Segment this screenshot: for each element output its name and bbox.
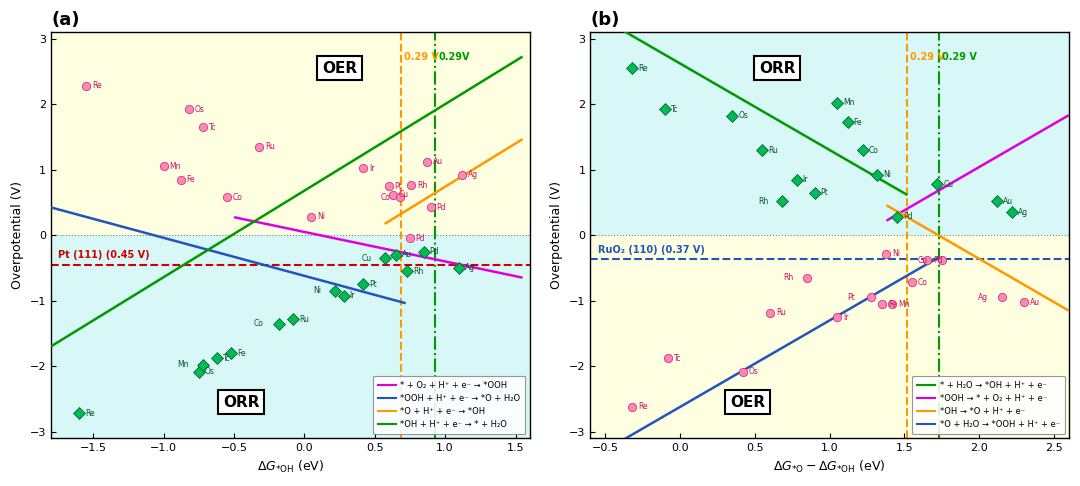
Text: OER: OER (730, 395, 765, 410)
Text: Co: Co (254, 319, 264, 328)
Text: Rh: Rh (417, 181, 428, 190)
Text: Pd: Pd (903, 212, 913, 221)
Text: Pt: Pt (848, 293, 855, 302)
Text: Os: Os (748, 367, 759, 376)
Text: 0.29 V: 0.29 V (942, 52, 976, 62)
Text: Ni: Ni (318, 212, 325, 221)
Legend: * + O₂ + H⁺ + e⁻ → *OOH, *OOH + H⁺ + e⁻ → *O + H₂O, *O + H⁺ + e⁻ → *OH, *OH + H⁺: * + O₂ + H⁺ + e⁻ → *OOH, *OOH + H⁺ + e⁻ … (373, 376, 525, 434)
Bar (591, 32, 1069, 235)
Text: Fe: Fe (853, 118, 862, 127)
Text: Tc: Tc (208, 122, 216, 132)
Text: Au: Au (1003, 197, 1013, 206)
Text: Mn: Mn (899, 299, 910, 309)
Text: Ir: Ir (802, 175, 808, 184)
Y-axis label: Overpotential (V): Overpotential (V) (11, 181, 24, 289)
Text: Co: Co (380, 193, 390, 202)
Text: ORR: ORR (222, 395, 259, 410)
Text: Ag: Ag (977, 293, 988, 302)
Text: Rh: Rh (413, 267, 423, 276)
Text: Ni: Ni (313, 286, 321, 295)
Text: Ni: Ni (892, 249, 901, 258)
Text: Ir: Ir (843, 312, 849, 322)
X-axis label: $\Delta G_{*\mathrm{O}}-\Delta G_{*\mathrm{OH}}$ (eV): $\Delta G_{*\mathrm{O}}-\Delta G_{*\math… (773, 459, 886, 475)
Text: Ni: Ni (883, 171, 891, 179)
Text: Au: Au (432, 157, 443, 166)
Text: Ir: Ir (350, 291, 355, 300)
Text: Ag: Ag (468, 171, 477, 179)
Text: Fe: Fe (888, 299, 896, 309)
Text: Tc: Tc (222, 354, 230, 363)
Text: Pd: Pd (416, 234, 426, 243)
Text: Os: Os (194, 105, 204, 114)
Text: Mn: Mn (170, 162, 180, 171)
Y-axis label: Overpotential (V): Overpotential (V) (551, 181, 564, 289)
Text: Re: Re (92, 81, 102, 90)
Text: Ir: Ir (369, 164, 375, 173)
Text: Rh: Rh (783, 273, 794, 282)
Text: Re: Re (638, 64, 648, 72)
Text: (a): (a) (51, 11, 80, 29)
Text: Cu: Cu (362, 254, 373, 262)
Text: Cu: Cu (918, 256, 928, 264)
Text: Au: Au (402, 250, 411, 260)
Text: Mn: Mn (178, 361, 189, 369)
Text: RuO₂ (110) (0.37 V): RuO₂ (110) (0.37 V) (598, 245, 704, 255)
Text: OER: OER (322, 61, 357, 76)
Text: Ru: Ru (299, 314, 309, 324)
Text: Pd: Pd (430, 247, 440, 256)
Text: Co: Co (868, 145, 878, 155)
Text: Ru: Ru (775, 308, 785, 317)
Bar (591, 235, 1069, 438)
Text: Ru: Ru (768, 145, 779, 155)
Text: 0.29 V: 0.29 V (910, 52, 945, 62)
Text: Ru: Ru (265, 142, 274, 151)
Text: Fe: Fe (237, 348, 245, 358)
Text: Co: Co (232, 193, 243, 202)
Text: Pt: Pt (369, 280, 377, 289)
Text: (b): (b) (591, 11, 620, 29)
X-axis label: $\Delta G_{*\mathrm{OH}}$ (eV): $\Delta G_{*\mathrm{OH}}$ (eV) (257, 459, 324, 475)
Text: Cu: Cu (399, 190, 409, 199)
Text: Co: Co (918, 278, 928, 287)
Text: 0.29V: 0.29V (438, 52, 470, 62)
Text: Pt: Pt (394, 182, 402, 191)
Bar (51, 235, 529, 438)
Text: Re: Re (85, 409, 94, 418)
Text: ORR: ORR (759, 61, 796, 76)
Text: Au: Au (1030, 297, 1040, 307)
Text: Pt (111) (0.45 V): Pt (111) (0.45 V) (58, 250, 150, 260)
Text: Pd: Pd (933, 256, 942, 264)
Legend: * + H₂O → *OH + H⁺ + e⁻, *OOH → * + O₂ + H⁺ + e⁻, *OH → *O + H⁺ + e⁻, *O + H₂O →: * + H₂O → *OH + H⁺ + e⁻, *OOH → * + O₂ +… (913, 376, 1065, 434)
Text: Mn: Mn (843, 98, 854, 107)
Text: Ag: Ag (464, 263, 475, 273)
Text: Pt: Pt (821, 188, 828, 197)
Text: Pd: Pd (436, 203, 446, 211)
Text: Re: Re (638, 402, 648, 412)
Text: Rh: Rh (758, 197, 768, 206)
Text: Tc: Tc (671, 105, 678, 114)
Text: Cu: Cu (943, 180, 954, 189)
Text: 0.29 V: 0.29 V (404, 52, 440, 62)
Text: Tc: Tc (674, 354, 681, 363)
Text: Ag: Ag (1018, 208, 1028, 217)
Bar (51, 32, 529, 235)
Text: Fe: Fe (186, 175, 194, 184)
Text: Os: Os (739, 111, 748, 121)
Text: Os: Os (204, 367, 214, 376)
